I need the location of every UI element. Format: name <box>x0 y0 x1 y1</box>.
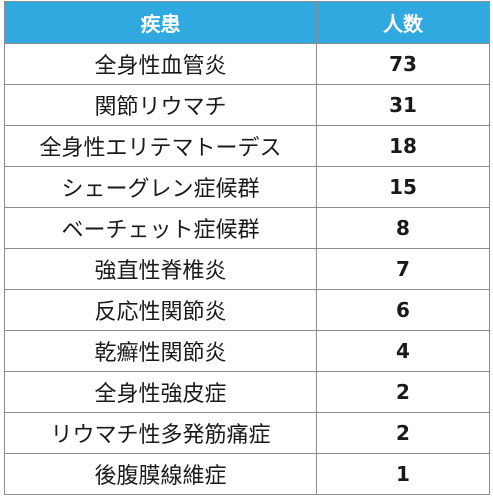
header-row: 疾患 人数 <box>4 1 490 44</box>
count-cell-9: 2 <box>316 371 490 413</box>
table-row-9: 全身性強皮症 2 <box>4 371 490 413</box>
count-cell-6: 7 <box>316 248 490 290</box>
table-row-2: 関節リウマチ 31 <box>4 84 490 126</box>
count-cell-7: 6 <box>316 289 490 331</box>
disease-cell-3: 全身性エリテマトーデス <box>4 125 317 167</box>
table-row-3: 全身性エリテマトーデス 18 <box>4 125 490 167</box>
table-row-1: 全身性血管炎 73 <box>4 43 490 85</box>
count-cell-4: 15 <box>316 166 490 208</box>
table-row-8: 乾癬性関節炎 4 <box>4 330 490 372</box>
count-cell-3: 18 <box>316 125 490 167</box>
disease-count-table: 疾患 人数 全身性血管炎 73 関節リウマチ 31 全身性エリテマトーデス 18… <box>4 1 490 495</box>
disease-cell-2: 関節リウマチ <box>4 84 317 126</box>
count-cell-8: 4 <box>316 330 490 372</box>
table-row-11: 後腹膜線維症 1 <box>4 453 490 495</box>
disease-cell-1: 全身性血管炎 <box>4 43 317 85</box>
table-row-7: 反応性関節炎 6 <box>4 289 490 331</box>
count-cell-1: 73 <box>316 43 490 85</box>
table-row-6: 強直性脊椎炎 7 <box>4 248 490 290</box>
header-disease: 疾患 <box>4 1 317 44</box>
table-row-10: リウマチ性多発筋痛症 2 <box>4 412 490 454</box>
count-cell-11: 1 <box>316 453 490 495</box>
count-cell-10: 2 <box>316 412 490 454</box>
disease-cell-11: 後腹膜線維症 <box>4 453 317 495</box>
disease-cell-9: 全身性強皮症 <box>4 371 317 413</box>
count-cell-2: 31 <box>316 84 490 126</box>
disease-cell-6: 強直性脊椎炎 <box>4 248 317 290</box>
table-row-5: ベーチェット症候群 8 <box>4 207 490 249</box>
disease-cell-7: 反応性関節炎 <box>4 289 317 331</box>
disease-cell-4: シェーグレン症候群 <box>4 166 317 208</box>
disease-cell-5: ベーチェット症候群 <box>4 207 317 249</box>
disease-cell-8: 乾癬性関節炎 <box>4 330 317 372</box>
header-count: 人数 <box>316 1 490 44</box>
table-row-4: シェーグレン症候群 15 <box>4 166 490 208</box>
count-cell-5: 8 <box>316 207 490 249</box>
disease-cell-10: リウマチ性多発筋痛症 <box>4 412 317 454</box>
